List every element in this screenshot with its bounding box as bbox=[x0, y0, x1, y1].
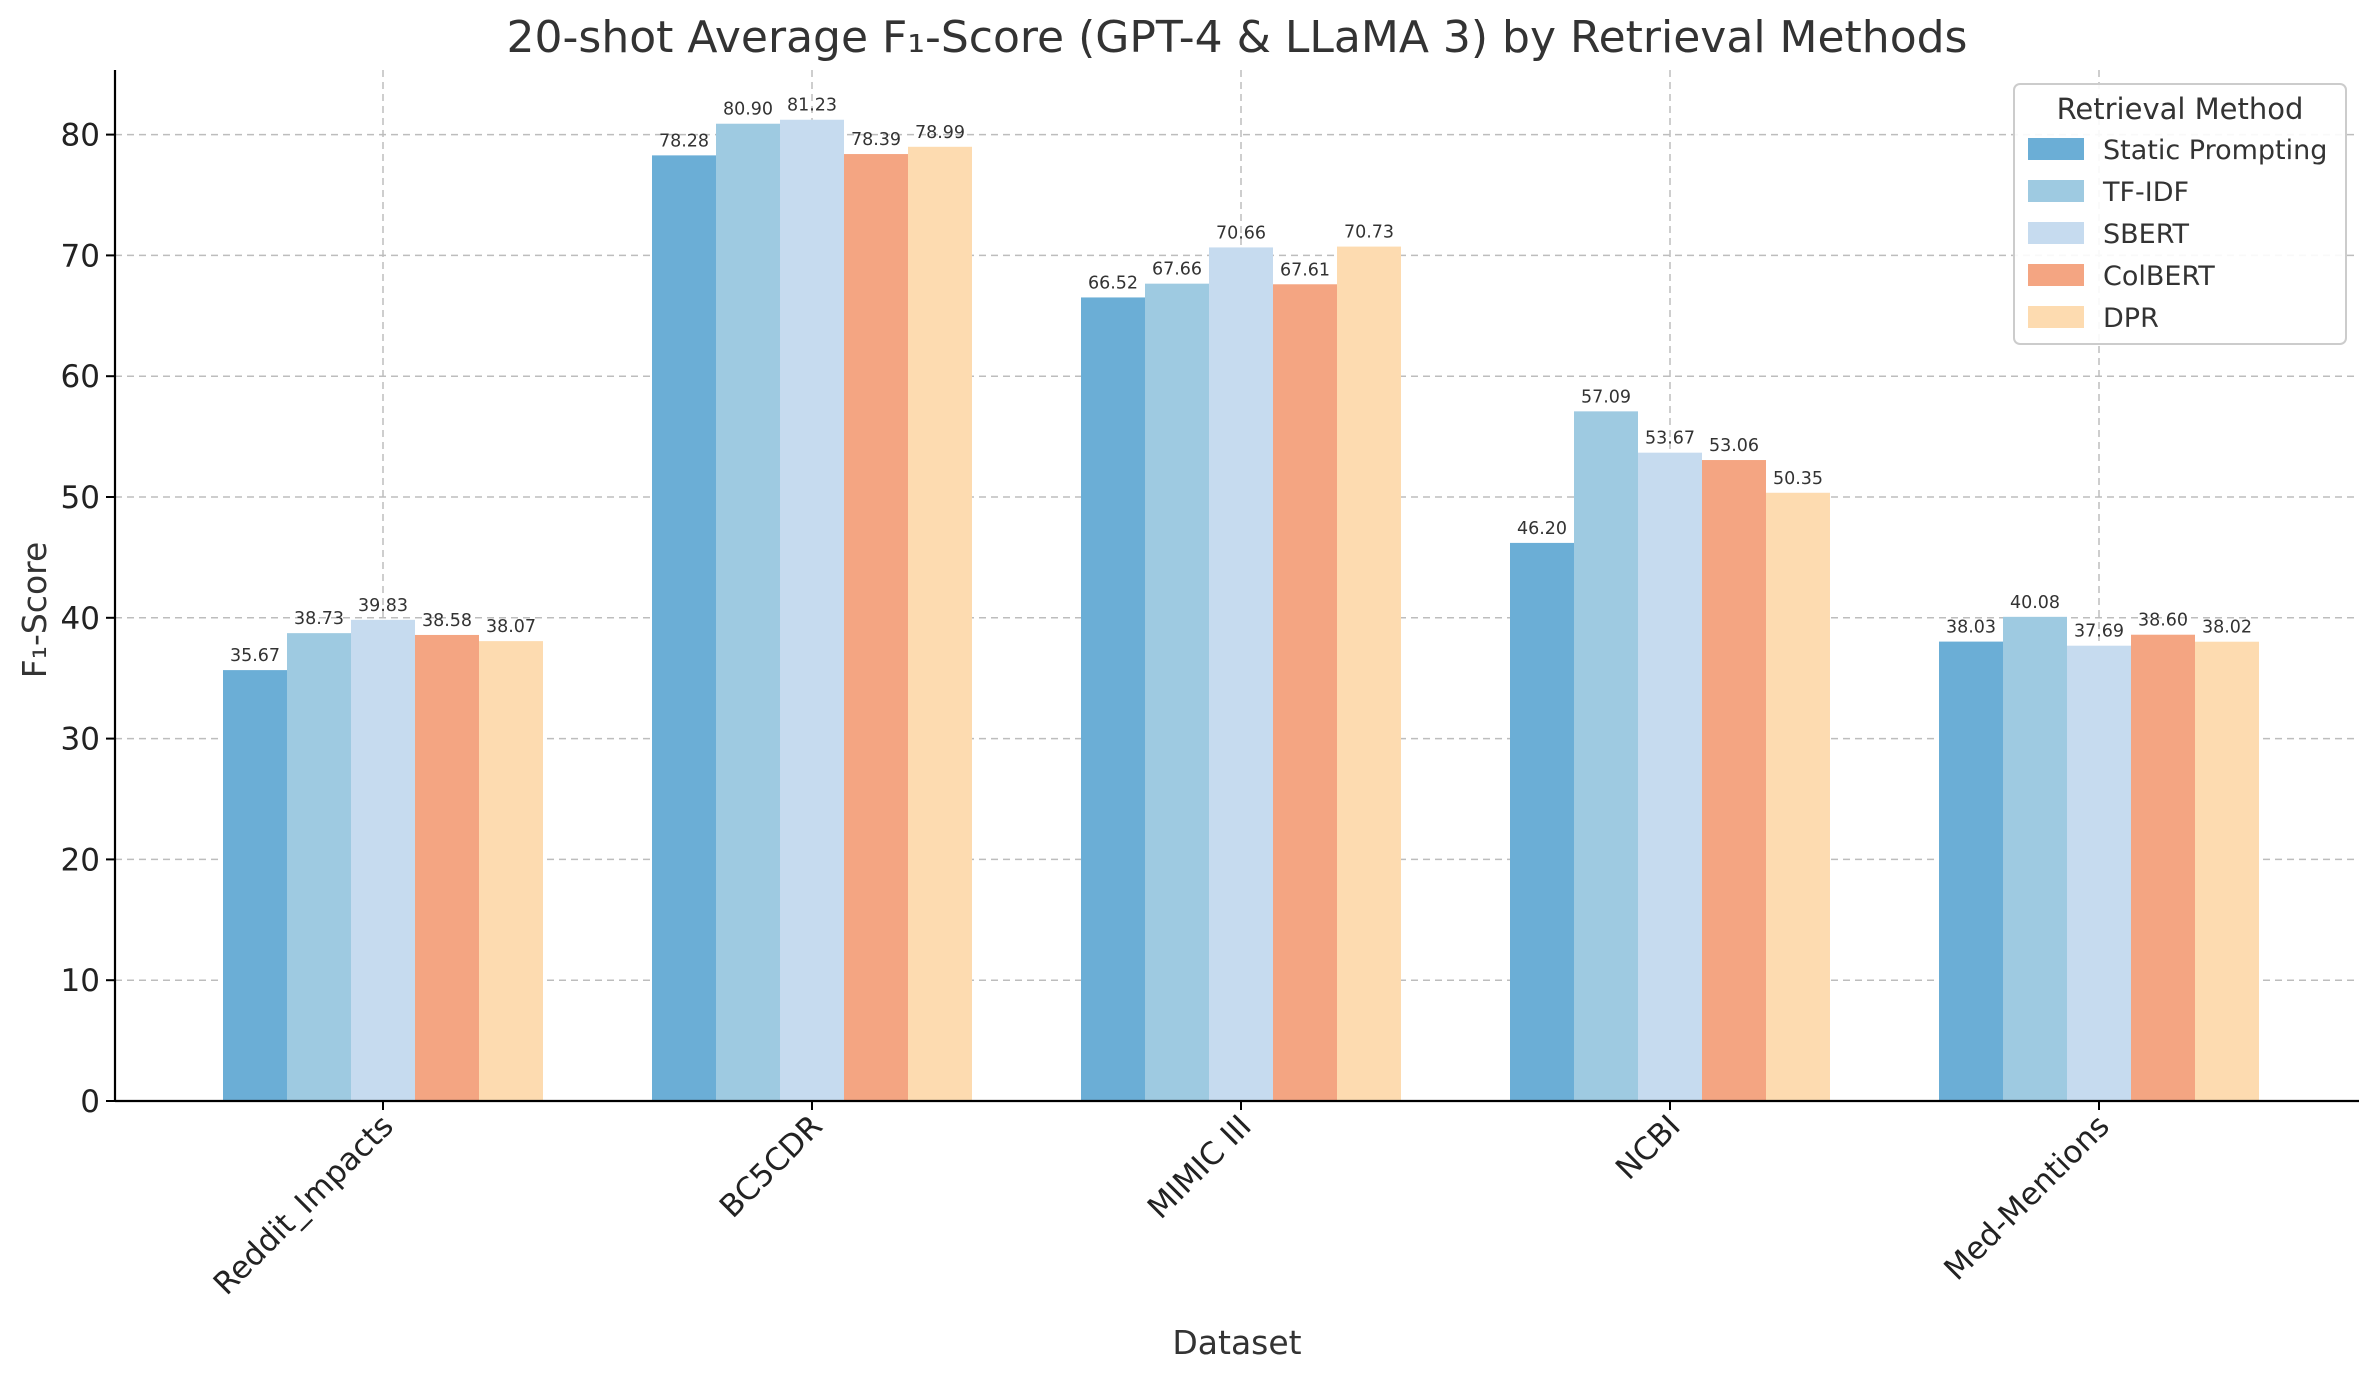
bar bbox=[1638, 452, 1702, 1102]
bar bbox=[1510, 542, 1574, 1101]
bar bbox=[1939, 641, 2003, 1101]
bar bbox=[351, 619, 415, 1101]
bar bbox=[223, 670, 287, 1101]
data-label: 81.23 bbox=[787, 96, 837, 116]
legend-label: ColBERT bbox=[2103, 261, 2215, 292]
legend-label: DPR bbox=[2103, 303, 2159, 334]
bar bbox=[652, 155, 716, 1102]
y-tick-label: 80 bbox=[61, 118, 100, 154]
y-tick-label: 40 bbox=[61, 601, 100, 637]
bar bbox=[1145, 283, 1209, 1101]
data-label: 53.06 bbox=[1709, 436, 1759, 456]
data-label: 38.73 bbox=[294, 609, 344, 629]
legend-box bbox=[2013, 83, 2347, 345]
data-label: 67.66 bbox=[1152, 260, 1202, 280]
y-tick-label: 0 bbox=[80, 1084, 100, 1120]
data-label: 38.58 bbox=[422, 611, 472, 631]
bar bbox=[1574, 411, 1638, 1102]
data-label: 80.90 bbox=[723, 100, 773, 120]
data-label: 50.35 bbox=[1773, 469, 1823, 489]
y-tick-label: 60 bbox=[61, 359, 100, 395]
data-label: 38.03 bbox=[1946, 618, 1996, 638]
data-labels: 35.67 78.28 66.52 46.20 38.03 38.73 80.90 67.66… bbox=[230, 96, 2252, 666]
bar bbox=[415, 634, 479, 1101]
y-ticks: 0 10 20 30 40 50 60 70 80 bbox=[61, 118, 115, 1120]
legend-label: SBERT bbox=[2103, 219, 2190, 250]
data-label: 67.61 bbox=[1280, 260, 1330, 280]
data-label: 39.83 bbox=[358, 596, 408, 616]
legend-swatch bbox=[2028, 180, 2084, 202]
bar bbox=[1766, 492, 1830, 1102]
y-axis-label: F₁-Score bbox=[15, 542, 54, 679]
y-tick-label: 70 bbox=[61, 238, 100, 274]
bar bbox=[287, 633, 351, 1101]
bar bbox=[1337, 246, 1401, 1101]
bar bbox=[2195, 641, 2259, 1101]
legend-swatch bbox=[2028, 264, 2084, 286]
legend-title: Retrieval Method bbox=[2057, 92, 2304, 126]
bar bbox=[1081, 297, 1145, 1102]
data-label: 46.20 bbox=[1517, 519, 1567, 539]
bar bbox=[1209, 247, 1273, 1102]
y-tick-label: 30 bbox=[61, 722, 100, 758]
legend-swatch bbox=[2028, 222, 2084, 244]
legend: Retrieval Method Static PromptingTF-IDFS… bbox=[2013, 83, 2347, 345]
y-tick-label: 50 bbox=[61, 480, 100, 516]
data-label: 57.09 bbox=[1581, 387, 1631, 407]
bar bbox=[908, 146, 972, 1102]
data-label: 35.67 bbox=[230, 646, 280, 666]
legend-swatch bbox=[2028, 306, 2084, 328]
data-label: 38.07 bbox=[486, 617, 536, 637]
bar bbox=[2003, 616, 2067, 1101]
data-label: 40.08 bbox=[2010, 593, 2060, 613]
legend-items: Static Prompting TF-IDF SBERT ColBERT DPR bbox=[2028, 135, 2327, 334]
bar bbox=[716, 123, 780, 1101]
data-label: 78.99 bbox=[915, 123, 965, 143]
data-label: 37.69 bbox=[2074, 622, 2124, 642]
bar bbox=[479, 641, 543, 1101]
y-tick-label: 20 bbox=[61, 842, 100, 878]
data-label: 70.73 bbox=[1344, 223, 1394, 243]
chart-title: 20-shot Average F₁-Score (GPT-4 & LLaMA … bbox=[507, 12, 1968, 63]
legend-swatch bbox=[2028, 138, 2084, 160]
data-label: 66.52 bbox=[1088, 273, 1138, 293]
legend-label: Static Prompting bbox=[2103, 135, 2327, 166]
bar bbox=[780, 119, 844, 1102]
y-tick-label: 10 bbox=[61, 963, 100, 999]
axes bbox=[113, 70, 2359, 1103]
data-label: 53.67 bbox=[1645, 429, 1695, 449]
data-label: 38.02 bbox=[2202, 618, 2252, 638]
bars bbox=[223, 119, 2259, 1102]
bar bbox=[844, 154, 908, 1101]
bar bbox=[1702, 460, 1766, 1102]
legend-label: TF-IDF bbox=[2102, 177, 2189, 208]
x-axis-label: Dataset bbox=[1172, 1323, 1301, 1362]
data-label: 78.28 bbox=[659, 131, 709, 151]
bar bbox=[1273, 284, 1337, 1101]
bar bbox=[2067, 645, 2131, 1101]
data-label: 78.39 bbox=[851, 130, 901, 150]
data-label: 70.66 bbox=[1216, 223, 1266, 243]
data-label: 38.60 bbox=[2138, 611, 2188, 631]
bar bbox=[2131, 634, 2195, 1101]
